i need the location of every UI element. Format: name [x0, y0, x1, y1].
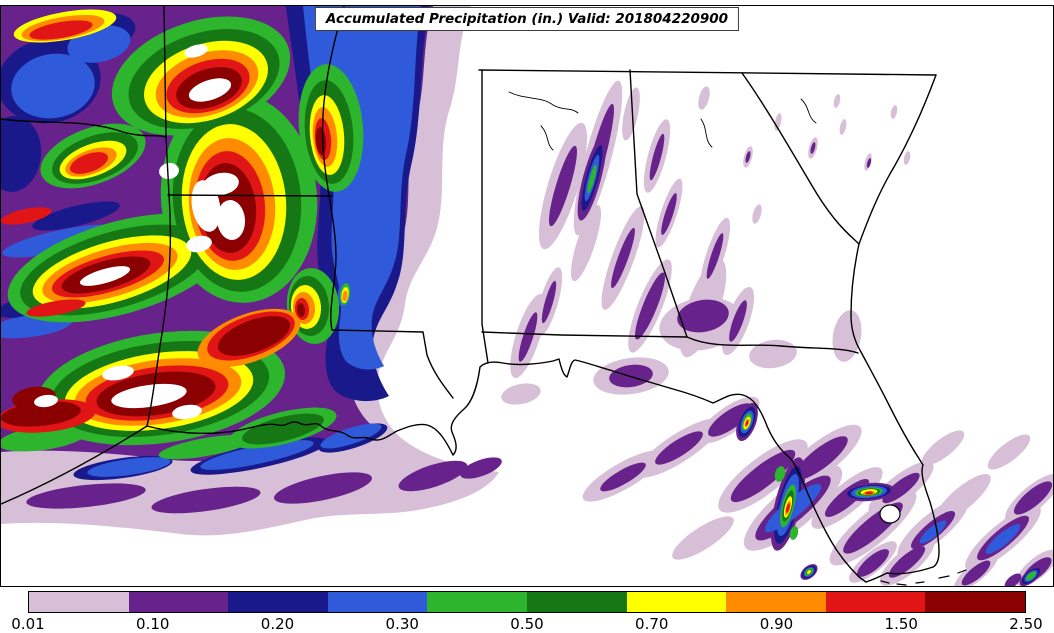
state-borders [1, 6, 967, 586]
colorbar-segment [327, 592, 428, 612]
oklahoma-arkansas-border [163, 6, 167, 138]
tennessee-border [478, 69, 937, 76]
colorbar: 0.01 0.10 0.20 0.30 0.50 0.70 0.90 1.50 2.50 [11, 591, 1043, 633]
louisiana-mississippi-border [331, 329, 454, 399]
colorbar-segments [28, 591, 1026, 613]
rivers [508, 91, 817, 151]
texas-coastline [1, 425, 148, 505]
colorbar-segment [626, 592, 727, 612]
map-area [0, 5, 1054, 587]
gulf-coastline [146, 358, 867, 583]
colorbar-tick-label: 0.90 [759, 615, 794, 633]
colorbar-ticks: 0.01 0.10 0.20 0.30 0.50 0.70 0.90 1.50 2.50 [11, 615, 1042, 633]
colorbar-tick-label: 0.20 [260, 615, 295, 633]
colorbar-segment [526, 592, 627, 612]
lake-okeechobee [879, 504, 901, 524]
colorbar-segment [427, 592, 527, 612]
mississippi-river [321, 6, 345, 331]
colorbar-segment [228, 592, 328, 612]
colorbar-tick-label: 0.70 [635, 615, 669, 633]
colorbar-segment [726, 592, 826, 612]
map-canvas [1, 6, 1053, 586]
colorbar-tick-label: 0.01 [11, 615, 45, 633]
mississippi-alabama-border [481, 69, 489, 364]
arkansas-louisiana-border [167, 194, 333, 197]
alabama-florida-border [481, 331, 688, 338]
texas-louisiana-border [146, 136, 172, 427]
colorbar-tick-label: 1.50 [884, 615, 918, 633]
colorbar-segment [128, 592, 229, 612]
colorbar-tick-label: 0.10 [136, 615, 170, 633]
colorbar-segment [825, 592, 926, 612]
atlantic-coastline [850, 74, 940, 583]
plot-title: Accumulated Precipitation (in.) Valid: 2… [314, 7, 740, 31]
precip-layer-over-range [34, 44, 246, 420]
georgia-southcarolina-border [741, 72, 860, 245]
florida-keys [880, 569, 967, 586]
georgia-florida-border [686, 336, 859, 354]
colorbar-tick-label: 2.50 [1009, 615, 1043, 633]
colorbar-segment [29, 592, 129, 612]
colorbar-tick-label: 0.50 [510, 615, 544, 633]
colorbar-segment [925, 592, 1025, 612]
precip-field [1, 6, 1053, 586]
red-river-border [1, 118, 167, 138]
colorbar-tick-label: 0.30 [385, 615, 419, 633]
alabama-georgia-border [629, 69, 688, 338]
